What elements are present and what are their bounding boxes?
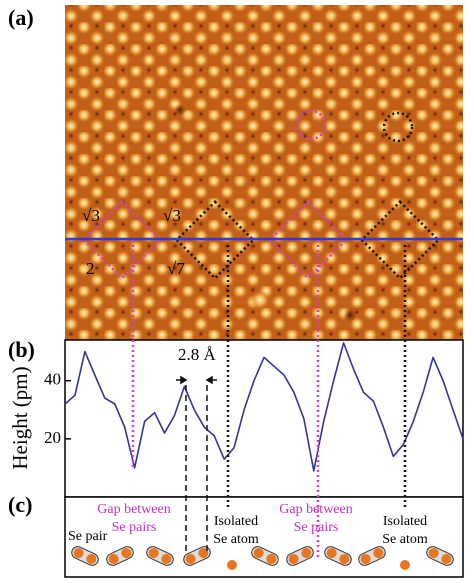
diagram-label: Isolated [214,514,258,529]
se-pair [426,546,454,566]
se-atom [373,548,384,559]
diagram-label: Se pairs [112,520,157,535]
diagram-label: Se pairs [294,520,339,535]
plot-frame [64,339,464,498]
se-atom [441,553,452,564]
se-atom [428,548,439,559]
panel-label: (a) [8,5,34,30]
se-pair [71,546,99,566]
connectors [131,240,407,558]
se-pair [324,546,352,566]
y-axis-label: Height (pm) [8,366,32,469]
se-atom [360,553,371,564]
y-tick-label: 20 [44,428,61,447]
plot-area [64,342,464,472]
diagram-frame [64,496,464,578]
se-pair [358,546,386,566]
se-atom [301,548,312,559]
se-atom [339,553,350,564]
distance-arrows [176,375,217,385]
diagram-label: Se pair [68,529,108,544]
se-atom [198,548,209,559]
se-atom [121,548,132,559]
diagram-label: Isolated [383,514,427,529]
se-atom [266,553,277,564]
se-atom [288,553,299,564]
se-atoms [71,546,454,570]
se-atom [73,548,84,559]
diagram-label: Se atom [382,532,428,547]
se-atom [86,553,97,564]
se-pair [106,546,134,566]
isolated-atom [400,560,410,570]
se-atom [148,548,159,559]
diagram-label: Gap between [97,502,170,517]
diagram-label: Se atom [213,532,259,547]
se-pair [146,546,174,566]
se-atom [108,553,119,564]
se-atom [253,548,264,559]
lattice-label: √7 [167,259,185,278]
panel-label: (b) [8,337,35,362]
profile-line [64,342,464,472]
y-tick-label: 40 [44,370,61,389]
panel-label: (c) [8,492,32,517]
lattice-label: 2 [86,259,95,278]
se-pair [286,546,314,566]
diagram-label: Gap between [279,502,352,517]
se-pair [251,546,279,566]
se-atom [326,548,337,559]
stm-image [65,5,463,340]
se-atom [185,553,196,564]
lattice-label: √3 [82,206,100,225]
se-atom [161,553,172,564]
distance-lines [185,385,208,552]
annotation: 2.8 Å [178,345,217,364]
isolated-atom [227,560,237,570]
se-pair [183,546,211,566]
lattice-label: √3 [163,206,181,225]
